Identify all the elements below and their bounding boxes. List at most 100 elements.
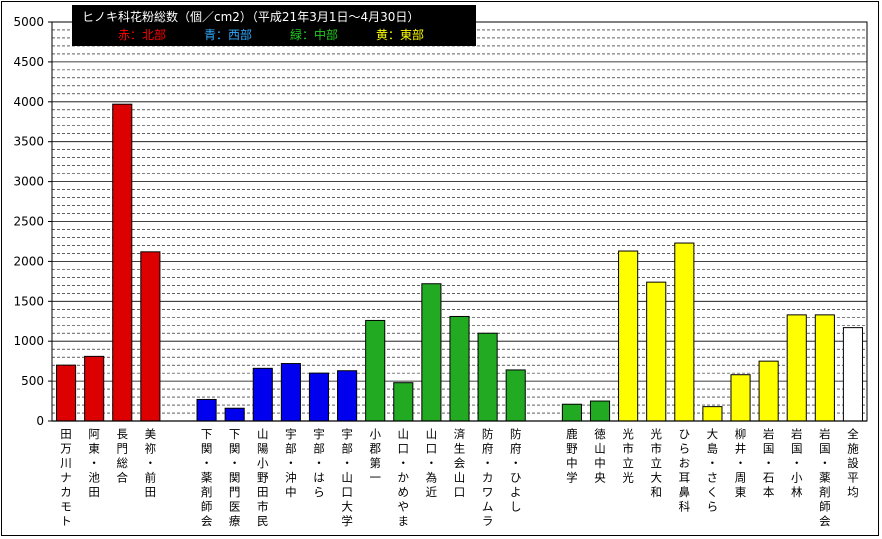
x-category-char: ・ [201,456,213,470]
x-category-char: 島 [707,442,719,456]
y-tick-label: 2500 [13,215,44,229]
x-category-char: 国 [791,442,803,456]
x-category-char: 市 [257,500,269,514]
x-category-char: 府 [482,442,494,456]
x-category-char: 立 [650,456,662,470]
x-category-char: 岩 [763,427,775,441]
x-category-char: 周 [735,471,747,485]
x-category-char: 下 [201,427,213,441]
x-category-label: 岩国・石本 [763,427,775,499]
y-tick-label: 0 [36,414,44,428]
x-category-char: ・ [510,456,522,470]
x-category-char: 万 [60,442,72,456]
x-category-char: 和 [650,485,662,499]
x-category-char: 岩 [819,427,831,441]
x-category-char: 設 [847,456,859,470]
x-category-char: 全 [847,427,859,441]
x-category-char: 野 [566,442,578,456]
x-category-char: か [398,471,410,485]
title-background [72,5,476,46]
legend-entry: 緑：中部 [290,27,338,42]
legend-entry: 青：西部 [204,27,252,42]
bar [505,369,526,422]
x-category-char: 口 [454,485,466,499]
x-category-char: 為 [426,471,438,485]
x-category-char: ・ [763,456,775,470]
x-category-char: カ [482,471,494,485]
x-category-char: 門 [229,485,241,499]
x-category-char: 央 [594,471,606,485]
x-category-char: し [510,500,522,514]
x-category-char: 宇 [313,427,325,441]
y-tick-label: 2000 [13,254,44,268]
x-category-char: 柳 [735,427,747,441]
x-category-char: く [707,485,719,499]
x-category-label: 防府・ひよし [510,427,522,514]
x-category-char: 関 [229,442,241,456]
x-category-char: 部 [341,442,353,456]
x-category-char: ひ [679,427,691,441]
bar [758,360,779,422]
x-category-char: 合 [117,471,129,485]
y-tick-label: 1000 [13,334,44,348]
x-category-char: 薬 [201,471,213,485]
x-category-char: 中 [566,456,578,470]
x-category-char: ・ [819,456,831,470]
x-category-char: ・ [426,456,438,470]
x-category-char: ・ [88,456,100,470]
x-category-char: 前 [145,471,157,485]
x-category-char: 宇 [285,427,297,441]
bar [814,314,835,422]
x-category-char: ら [679,442,691,456]
x-category-char: 田 [88,485,100,499]
bar [196,398,217,422]
x-category-char: カ [60,485,72,499]
x-category-char: 近 [426,485,438,499]
x-category-char: 東 [735,485,747,499]
x-category-char: ・ [313,456,325,470]
x-category-char: 薬 [819,471,831,485]
bar [84,355,105,422]
x-category-char: 府 [510,442,522,456]
x-category-char: 学 [341,514,353,528]
bar [252,367,273,422]
y-tick-label: 500 [21,374,44,388]
x-category-char: 済 [454,427,466,441]
x-category-char: 民 [257,514,269,528]
x-category-char: 光 [622,471,634,485]
x-category-char: お [679,456,691,470]
x-category-char: 山 [341,471,353,485]
x-category-char: 防 [510,427,522,441]
x-category-char: 会 [819,514,831,528]
x-category-char: 口 [398,442,410,456]
bar [393,382,414,422]
x-category-char: 宇 [341,427,353,441]
x-category-char: ・ [707,456,719,470]
x-category-char: 徳 [594,427,606,441]
x-category-char: 立 [622,456,634,470]
x-category-char: 小 [369,427,381,441]
x-category-char: 田 [257,485,269,499]
x-category-char: や [398,500,410,514]
x-category-char: 小 [791,471,803,485]
x-category-char: 部 [285,442,297,456]
y-tick-label: 3500 [13,135,44,149]
x-category-char: 療 [229,514,241,528]
x-category-char: ・ [735,456,747,470]
x-category-char: 田 [60,427,72,441]
x-category-char: ラ [482,514,494,528]
x-category-char: 第 [369,456,381,470]
x-category-char: 関 [201,442,213,456]
x-category-char: 井 [735,442,747,456]
x-category-char: 施 [847,442,859,456]
x-category-label: 岩国・小林 [791,427,803,499]
bar [280,363,301,422]
x-category-char: 会 [454,456,466,470]
bar [55,364,77,422]
